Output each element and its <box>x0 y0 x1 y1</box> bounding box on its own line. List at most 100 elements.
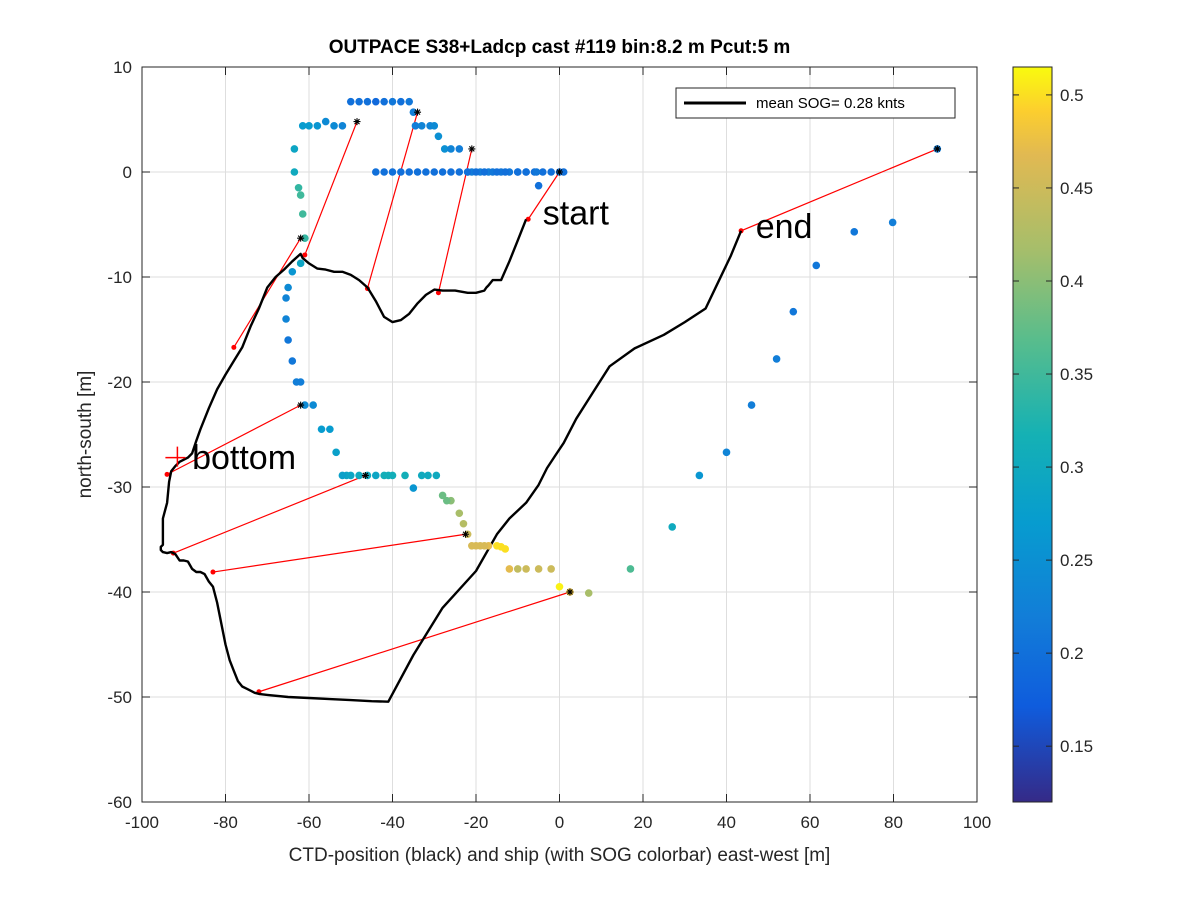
ship-point-29 <box>455 509 464 518</box>
colorbar-tick-label: 0.15 <box>1060 737 1093 756</box>
x-tick-label: 20 <box>634 813 653 832</box>
ship-point-70 <box>321 117 330 126</box>
ship-point-57 <box>282 294 290 302</box>
ship-point-17 <box>513 565 522 573</box>
ship-point-112 <box>463 168 472 176</box>
ship-point-35 <box>417 471 426 480</box>
ship-point-77 <box>380 97 388 106</box>
ship-point-26 <box>468 542 476 550</box>
ship-point-107 <box>513 168 522 176</box>
ship-point-83 <box>417 122 426 130</box>
ship-point-115 <box>438 168 447 176</box>
link-line-0 <box>527 171 561 220</box>
ship-point-7 <box>722 448 731 457</box>
ship-point-3 <box>812 261 821 270</box>
ship-point-60 <box>296 259 305 268</box>
link-line-2 <box>366 111 419 289</box>
ship-point-65 <box>290 168 299 176</box>
ship-point-108 <box>501 168 510 176</box>
ship-point-100 <box>534 181 543 190</box>
y-tick-label: -40 <box>107 583 132 602</box>
ship-point-88 <box>447 145 455 153</box>
y-tick-label: 0 <box>123 163 132 182</box>
ship-point-109 <box>493 168 501 176</box>
ship-point-120 <box>397 168 405 176</box>
ship-point-110 <box>480 168 489 176</box>
colorbar-tick-label: 0.2 <box>1060 644 1084 663</box>
ship-point-8 <box>695 471 704 480</box>
ship-point-118 <box>413 168 422 176</box>
y-tick-label: -10 <box>107 268 132 287</box>
ctd-marker-7 <box>210 569 216 575</box>
ship-point-89 <box>455 145 464 153</box>
ship-point-18 <box>505 565 514 573</box>
link-line-5 <box>166 404 301 475</box>
ship-point-59 <box>288 267 297 276</box>
ship-point-62 <box>298 210 307 218</box>
ship-point-63 <box>296 191 305 199</box>
ship-point-122 <box>380 168 388 176</box>
ship-ctd-links <box>164 111 938 695</box>
ship-point-53 <box>292 378 301 386</box>
ship-point-16 <box>522 565 530 573</box>
link-line-9 <box>740 148 938 232</box>
colorbar-tick-label: 0.45 <box>1060 179 1093 198</box>
ship-point-43 <box>355 471 363 480</box>
ship-point-79 <box>397 97 405 106</box>
ship-point-73 <box>346 97 355 106</box>
ship-point-75 <box>363 97 372 106</box>
ship-point-105 <box>532 168 541 176</box>
link-line-4 <box>233 237 302 348</box>
ship-point-31 <box>442 496 451 505</box>
y-tick-label: -30 <box>107 478 132 497</box>
ship-point-10 <box>626 565 635 573</box>
ship-point-9 <box>668 523 677 531</box>
x-tick-label: -80 <box>213 813 238 832</box>
colorbar-gradient <box>1012 66 1053 803</box>
ship-star-5 <box>297 401 305 409</box>
ship-point-37 <box>401 471 409 480</box>
ship-points <box>282 97 942 597</box>
ship-point-71 <box>330 122 338 130</box>
ship-point-11 <box>584 589 593 597</box>
ship-point-78 <box>388 97 397 106</box>
y-tick-label: -50 <box>107 688 132 707</box>
ship-star-9 <box>933 145 941 153</box>
legend: mean SOG= 0.28 knts <box>675 87 956 119</box>
ship-point-85 <box>430 122 439 130</box>
y-tick-label: -20 <box>107 373 132 392</box>
legend-label: mean SOG= 0.28 knts <box>756 95 905 112</box>
ship-point-87 <box>440 145 449 153</box>
ship-point-14 <box>547 565 555 573</box>
ship-point-2 <box>850 228 859 236</box>
x-tick-label: -100 <box>125 813 159 832</box>
ship-point-111 <box>472 168 480 176</box>
colorbar-tick-label: 0.5 <box>1060 86 1084 105</box>
ship-point-116 <box>430 168 439 176</box>
ship-point-21 <box>493 542 501 550</box>
ship-point-56 <box>282 315 290 323</box>
ship-star-3 <box>353 118 361 126</box>
ship-point-114 <box>447 168 455 176</box>
y-tick-label: 10 <box>113 58 132 77</box>
ship-point-1 <box>888 218 897 227</box>
ctd-marker-5 <box>164 471 170 477</box>
ship-point-74 <box>355 97 363 106</box>
x-tick-label: 60 <box>801 813 820 832</box>
ship-point-36 <box>409 484 418 492</box>
ship-point-47 <box>332 448 340 457</box>
colorbar-tick-label: 0.35 <box>1060 365 1093 384</box>
ship-star-6 <box>361 471 369 479</box>
ship-star-1 <box>468 145 476 153</box>
ctd-marker-3 <box>302 252 308 258</box>
ship-point-46 <box>338 471 347 480</box>
ship-point-72 <box>338 122 347 130</box>
x-tick-label: -40 <box>380 813 405 832</box>
ship-point-117 <box>422 168 430 176</box>
link-line-8 <box>258 591 571 693</box>
ship-point-13 <box>555 582 564 591</box>
ship-point-86 <box>434 132 443 141</box>
ctd-track-line <box>159 218 743 703</box>
